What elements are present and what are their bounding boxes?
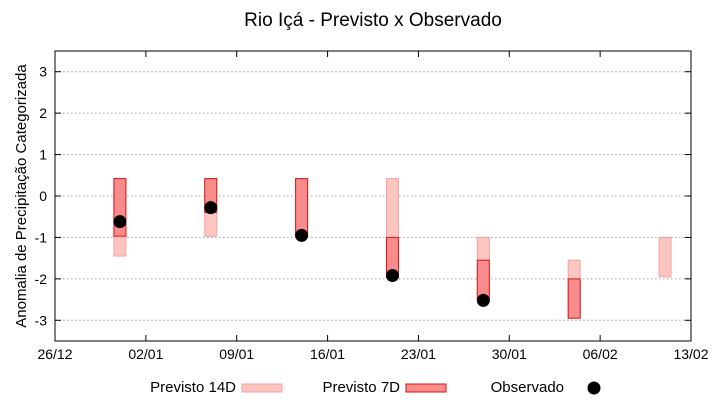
legend-label: Observado [491,379,564,396]
y-tick-label: 2 [39,105,47,121]
point-observado [385,269,399,283]
bar-previsto-7d [476,259,490,301]
x-tick-label: 26/12 [37,346,72,362]
y-tick-label: 3 [39,64,47,80]
legend-label: Previsto 14D [150,379,236,396]
grid-layer [55,71,691,321]
bar-previsto-7d [567,278,581,319]
x-tick-label: 23/01 [401,346,436,362]
bar-previsto-14d [658,236,672,278]
x-tick-label: 16/01 [310,346,345,362]
x-tick-label: 30/01 [492,346,527,362]
legend: Previsto 14D Previsto 7D Observado [150,379,601,396]
point-observado [295,228,309,242]
legend-marker [587,381,601,395]
x-tick-label: 13/02 [673,346,708,362]
x-tick-label: 09/01 [219,346,254,362]
point-observado [204,201,218,215]
x-tick-label: 06/02 [583,346,618,362]
bars-layer [113,178,672,319]
y-tick-label: 1 [39,147,47,163]
legend-label: Previsto 7D [322,379,400,396]
x-tick-label: 02/01 [128,346,163,362]
y-tick-label: 0 [39,188,47,204]
bar-previsto-7d [295,178,309,237]
legend-swatch [405,383,447,393]
ticks-layer: -3 -2 -1 0 1 2 3 26/12 02/01 09/01 16/01 23/01 30/01… [35,51,709,362]
y-axis-label: Anomalia de Precipitação Categorizada [13,64,30,328]
y-tick-label: -1 [35,229,48,245]
point-observado [113,215,127,229]
y-tick-label: -2 [35,271,48,287]
points-layer [113,201,490,307]
legend-swatch [241,383,283,393]
point-observado [476,293,490,307]
chart-title: Rio Içá - Previsto x Observado [244,10,502,31]
y-tick-label: -3 [35,312,48,328]
